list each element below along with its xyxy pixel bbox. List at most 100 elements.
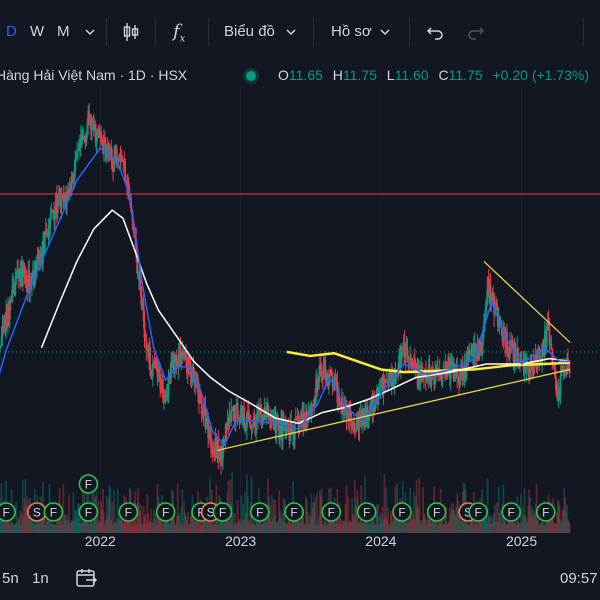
event-marker-ring (155, 502, 176, 522)
volume-bar (486, 478, 489, 533)
volume-bar (466, 523, 469, 533)
volume-bar (291, 518, 293, 533)
volume-bar (14, 523, 17, 533)
volume-bar (283, 500, 286, 533)
volume-bar (512, 519, 515, 533)
symbol-title[interactable]: Hàng Hải Việt Nam · 1D · HSX (0, 67, 188, 83)
range-5n-button[interactable]: 5n (2, 570, 19, 587)
volume-bar (146, 494, 149, 533)
volume-bar (369, 524, 372, 533)
interval-w-button[interactable]: W (30, 23, 45, 40)
price-chart[interactable]: FFSFFFFFFSFFFFFFFSFFF 2022 2023 2024 2025 (0, 86, 600, 560)
volume-bar (417, 509, 420, 533)
candle-body (246, 410, 249, 413)
candle-body (79, 143, 81, 149)
volume-bar (537, 506, 540, 533)
candle-body (557, 389, 560, 402)
volume-bar (294, 518, 297, 533)
volume-bar (525, 518, 528, 533)
volume-bar (317, 524, 319, 533)
x-tick-label: 2023 (225, 533, 256, 549)
volume-bar (55, 524, 57, 533)
candle-body (39, 255, 42, 268)
redo-icon[interactable] (466, 20, 486, 44)
volume-bar (25, 505, 28, 533)
candle-body (240, 407, 243, 411)
volume-bar (567, 521, 570, 533)
volume-bar (476, 524, 479, 533)
volume-bar (538, 524, 541, 533)
candle-body (448, 361, 450, 365)
candle-body (226, 420, 229, 430)
chart-type-chevron-icon[interactable] (284, 20, 298, 44)
volume-bar (553, 523, 555, 533)
volume-bar (473, 524, 476, 533)
candle-body (508, 341, 511, 359)
volume-bar (347, 497, 350, 533)
volume-bar (132, 519, 135, 533)
volume-bar (446, 523, 448, 533)
candle-body (249, 423, 252, 429)
volume-bar (440, 517, 443, 533)
candle-body (512, 347, 515, 362)
volume-bar (106, 516, 109, 533)
candle-body (242, 407, 245, 424)
candle-body (23, 268, 26, 278)
candle-body (163, 394, 166, 401)
volume-bar (448, 507, 451, 533)
candle-body (92, 117, 95, 131)
candle-body (36, 254, 39, 265)
volume-bar (412, 513, 414, 533)
volume-bar (12, 523, 15, 533)
candle-body (532, 360, 535, 375)
interval-m-button[interactable]: M (57, 23, 70, 40)
volume-bar (225, 513, 228, 533)
volume-bar (188, 523, 191, 533)
profile-chevron-icon[interactable] (378, 20, 392, 44)
undo-icon[interactable] (425, 20, 445, 44)
candlestick-icon[interactable] (121, 20, 141, 44)
candle-body (232, 407, 234, 410)
volume-bar (354, 505, 357, 533)
interval-d-button[interactable]: D (6, 23, 17, 40)
volume-bar (395, 509, 398, 533)
indicators-fx-icon[interactable]: fx (173, 20, 185, 45)
volume-bar (495, 522, 497, 533)
interval-dropdown-chevron-icon[interactable] (83, 20, 97, 44)
range-1n-button[interactable]: 1n (32, 570, 49, 587)
volume-bar (498, 512, 501, 533)
candle-body (207, 418, 210, 438)
candle-body (33, 261, 36, 286)
candle-body (509, 341, 512, 343)
volume-bar (121, 517, 124, 533)
volume-bar (240, 495, 243, 533)
volume-bar (245, 474, 248, 533)
x-axis: 2022 2023 2024 2025 (85, 533, 538, 549)
candle-body (238, 417, 241, 423)
candle-body (362, 409, 365, 417)
volume-bar (80, 523, 83, 533)
volume-bar (53, 523, 55, 533)
volume-bar (482, 517, 484, 533)
candle-body (341, 397, 344, 413)
candle-body (398, 355, 401, 373)
candle-body (422, 372, 424, 377)
volume-bar (431, 510, 434, 533)
volume-bar (176, 483, 179, 533)
chart-type-button[interactable]: Biểu đồ (224, 23, 275, 40)
volume-bar (245, 513, 247, 533)
candle-body (326, 373, 329, 381)
date-range-icon[interactable] (74, 566, 98, 594)
profile-button[interactable]: Hồ sơ (331, 23, 372, 40)
candle-body (285, 421, 288, 434)
candle-body (82, 136, 85, 138)
candle-body (215, 437, 218, 458)
volume-bar (235, 524, 238, 533)
volume-bar (520, 521, 523, 533)
candle-body (171, 361, 174, 364)
event-marker-financials: F (321, 502, 342, 522)
candle-body (511, 340, 514, 348)
candle-body (21, 268, 24, 286)
candle-body (517, 348, 520, 363)
candle-body (0, 345, 2, 348)
